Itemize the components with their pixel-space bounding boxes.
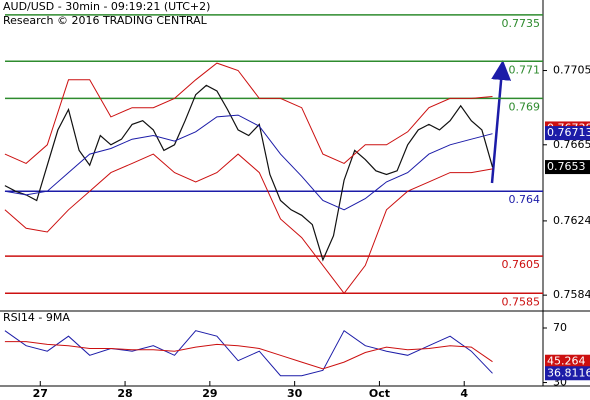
y-tick-label: 0.7705 — [553, 64, 590, 77]
level-label: 0.764 — [509, 193, 541, 206]
level-label: 0.7735 — [502, 17, 541, 30]
price-marker — [545, 366, 590, 381]
price-marker-label: 0.76713 — [547, 126, 590, 139]
series-line — [4, 153, 493, 295]
level-label: 0.771 — [509, 63, 541, 76]
x-tick-label: 27 — [33, 387, 48, 400]
price-marker — [545, 126, 590, 141]
forecast-arrow — [490, 60, 512, 184]
rsi-title: RSI14 - 9MA — [3, 311, 70, 324]
chart-subtitle: Research © 2016 TRADING CENTRAL — [3, 14, 208, 27]
x-tick-label: 28 — [117, 387, 132, 400]
y-tick-label: 0.7665 — [553, 138, 590, 151]
series-line — [4, 84, 494, 262]
price-marker-label: 0.7653 — [547, 160, 586, 173]
chart-title: AUD/USD - 30min - 09:19:21 (UTC+2) — [3, 0, 210, 13]
x-tick-label: 4 — [460, 387, 468, 400]
level-label: 0.7605 — [502, 258, 541, 271]
series-line — [4, 329, 493, 377]
series-line — [4, 62, 493, 164]
level-label: 0.769 — [509, 100, 541, 113]
level-label: 0.7585 — [502, 295, 541, 308]
price-marker-label: 45.264 — [547, 355, 586, 368]
y-tick-label: 0.7584 — [553, 288, 590, 301]
series-line — [4, 341, 493, 370]
series-line — [4, 114, 493, 211]
price-marker-label: 36.8116 — [547, 366, 590, 379]
y-tick-label: 0.7624 — [553, 214, 590, 227]
y-tick-label: 70 — [553, 321, 567, 334]
x-tick-label: 30 — [287, 387, 303, 400]
x-tick-label: 29 — [202, 387, 217, 400]
price-marker — [545, 354, 590, 369]
price-marker — [545, 160, 590, 175]
x-tick-label: Oct — [369, 387, 390, 400]
